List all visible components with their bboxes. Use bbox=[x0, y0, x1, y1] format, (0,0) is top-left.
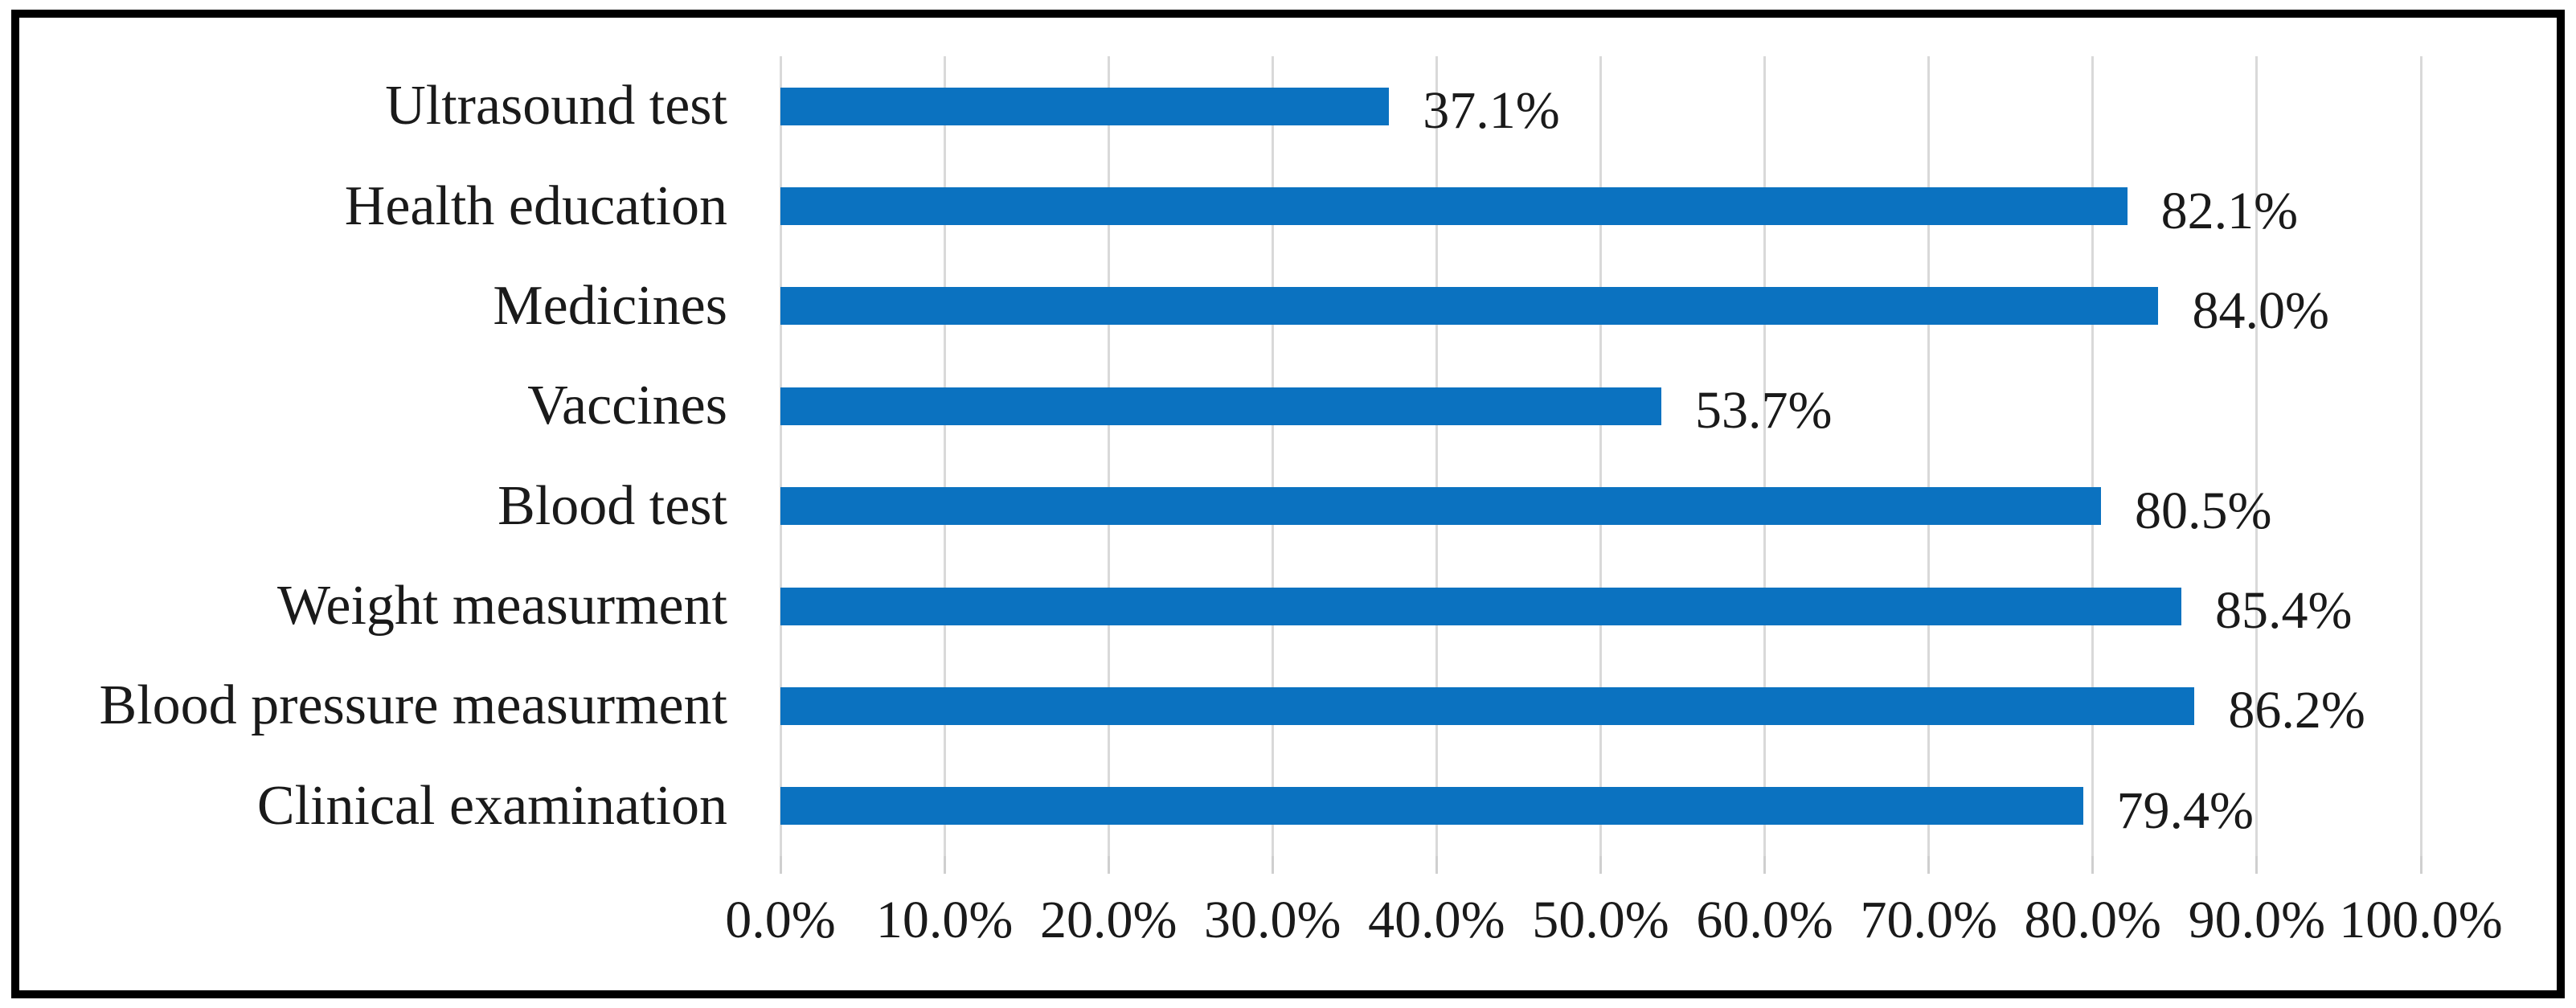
bar-row: 82.1% bbox=[780, 156, 2421, 256]
bar-blood-test bbox=[780, 487, 2101, 526]
bar-row: 85.4% bbox=[780, 556, 2421, 656]
data-label: 53.7% bbox=[1695, 381, 1833, 440]
axis-tick bbox=[1927, 856, 1931, 874]
data-label: 82.1% bbox=[2160, 181, 2299, 240]
category-label: Health education bbox=[344, 174, 727, 237]
bar-row: 80.5% bbox=[780, 457, 2421, 556]
x-tick-label: 30.0% bbox=[1204, 891, 1341, 949]
axis-tick bbox=[1271, 856, 1274, 874]
gridline bbox=[1927, 56, 1931, 856]
axis-tick bbox=[1107, 856, 1110, 874]
category-label: Weight measurment bbox=[276, 575, 727, 637]
data-label: 86.2% bbox=[2228, 681, 2365, 740]
gridline bbox=[779, 56, 782, 856]
bar-row: 37.1% bbox=[780, 56, 2421, 156]
category-label: Vaccines bbox=[527, 375, 727, 437]
gridline bbox=[1599, 56, 1602, 856]
category-label: Blood test bbox=[498, 474, 727, 537]
x-tick-label: 0.0% bbox=[725, 891, 836, 949]
x-tick-label: 10.0% bbox=[875, 891, 1014, 949]
axis-tick bbox=[2255, 856, 2259, 874]
category-label: Medicines bbox=[493, 274, 727, 337]
bar-weight-measurment bbox=[780, 587, 2181, 625]
category-axis: Ultrasound test Health education Medicines… bbox=[16, 56, 727, 856]
axis-tick bbox=[1435, 856, 1438, 874]
gridline bbox=[1763, 56, 1767, 856]
bar-blood-pressure-measurment bbox=[780, 686, 2195, 725]
axis-tick bbox=[1599, 856, 1602, 874]
category-label: Clinical examination bbox=[256, 774, 727, 837]
gridline bbox=[1435, 56, 1438, 856]
bar-row: 53.7% bbox=[780, 356, 2421, 456]
x-tick-label: 50.0% bbox=[1532, 891, 1669, 949]
gridline bbox=[2419, 56, 2422, 856]
x-tick-label: 100.0% bbox=[2339, 891, 2503, 949]
bar-medicines bbox=[780, 287, 2159, 326]
bar-health-education bbox=[780, 187, 2128, 226]
x-tick-label: 80.0% bbox=[2024, 891, 2162, 949]
data-label: 80.5% bbox=[2135, 481, 2272, 540]
bar-vaccines bbox=[780, 387, 1662, 425]
gridline bbox=[1271, 56, 1274, 856]
data-label: 37.1% bbox=[1423, 81, 1560, 141]
x-tick-label: 20.0% bbox=[1039, 891, 1177, 949]
category-label: Blood pressure measurment bbox=[99, 674, 727, 737]
bar-row: 79.4% bbox=[780, 756, 2421, 856]
x-tick-label: 40.0% bbox=[1368, 891, 1505, 949]
data-label: 85.4% bbox=[2215, 581, 2353, 641]
bar-clinical-examination bbox=[780, 787, 2083, 826]
bar-ultrasound-test bbox=[780, 87, 1390, 125]
data-label: 79.4% bbox=[2116, 781, 2255, 840]
axis-tick bbox=[943, 856, 946, 874]
bar-row: 84.0% bbox=[780, 256, 2421, 356]
gridline bbox=[1107, 56, 1110, 856]
axis-tick bbox=[779, 856, 782, 874]
value-axis: 0.0% 10.0% 20.0% 30.0% 40.0% 50.0% 60.0% 70.0% 8… bbox=[725, 891, 2502, 958]
bar-row: 86.2% bbox=[780, 656, 2421, 756]
category-label: Ultrasound test bbox=[385, 75, 727, 137]
axis-tick bbox=[2091, 856, 2095, 874]
x-tick-label: 90.0% bbox=[2188, 891, 2326, 949]
axis-tick bbox=[1763, 856, 1767, 874]
plot-area: 37.1% 82.1% 84.0% 53.7% 80.5% 85.4% 86.2% 79.4% bbox=[779, 56, 2422, 874]
x-tick-label: 70.0% bbox=[1860, 891, 1997, 949]
axis-tick bbox=[2419, 856, 2422, 874]
data-label: 84.0% bbox=[2192, 281, 2329, 340]
x-tick-label: 60.0% bbox=[1696, 891, 1833, 949]
gridline bbox=[2255, 56, 2259, 856]
gridline bbox=[943, 56, 946, 856]
gridline bbox=[2091, 56, 2095, 856]
